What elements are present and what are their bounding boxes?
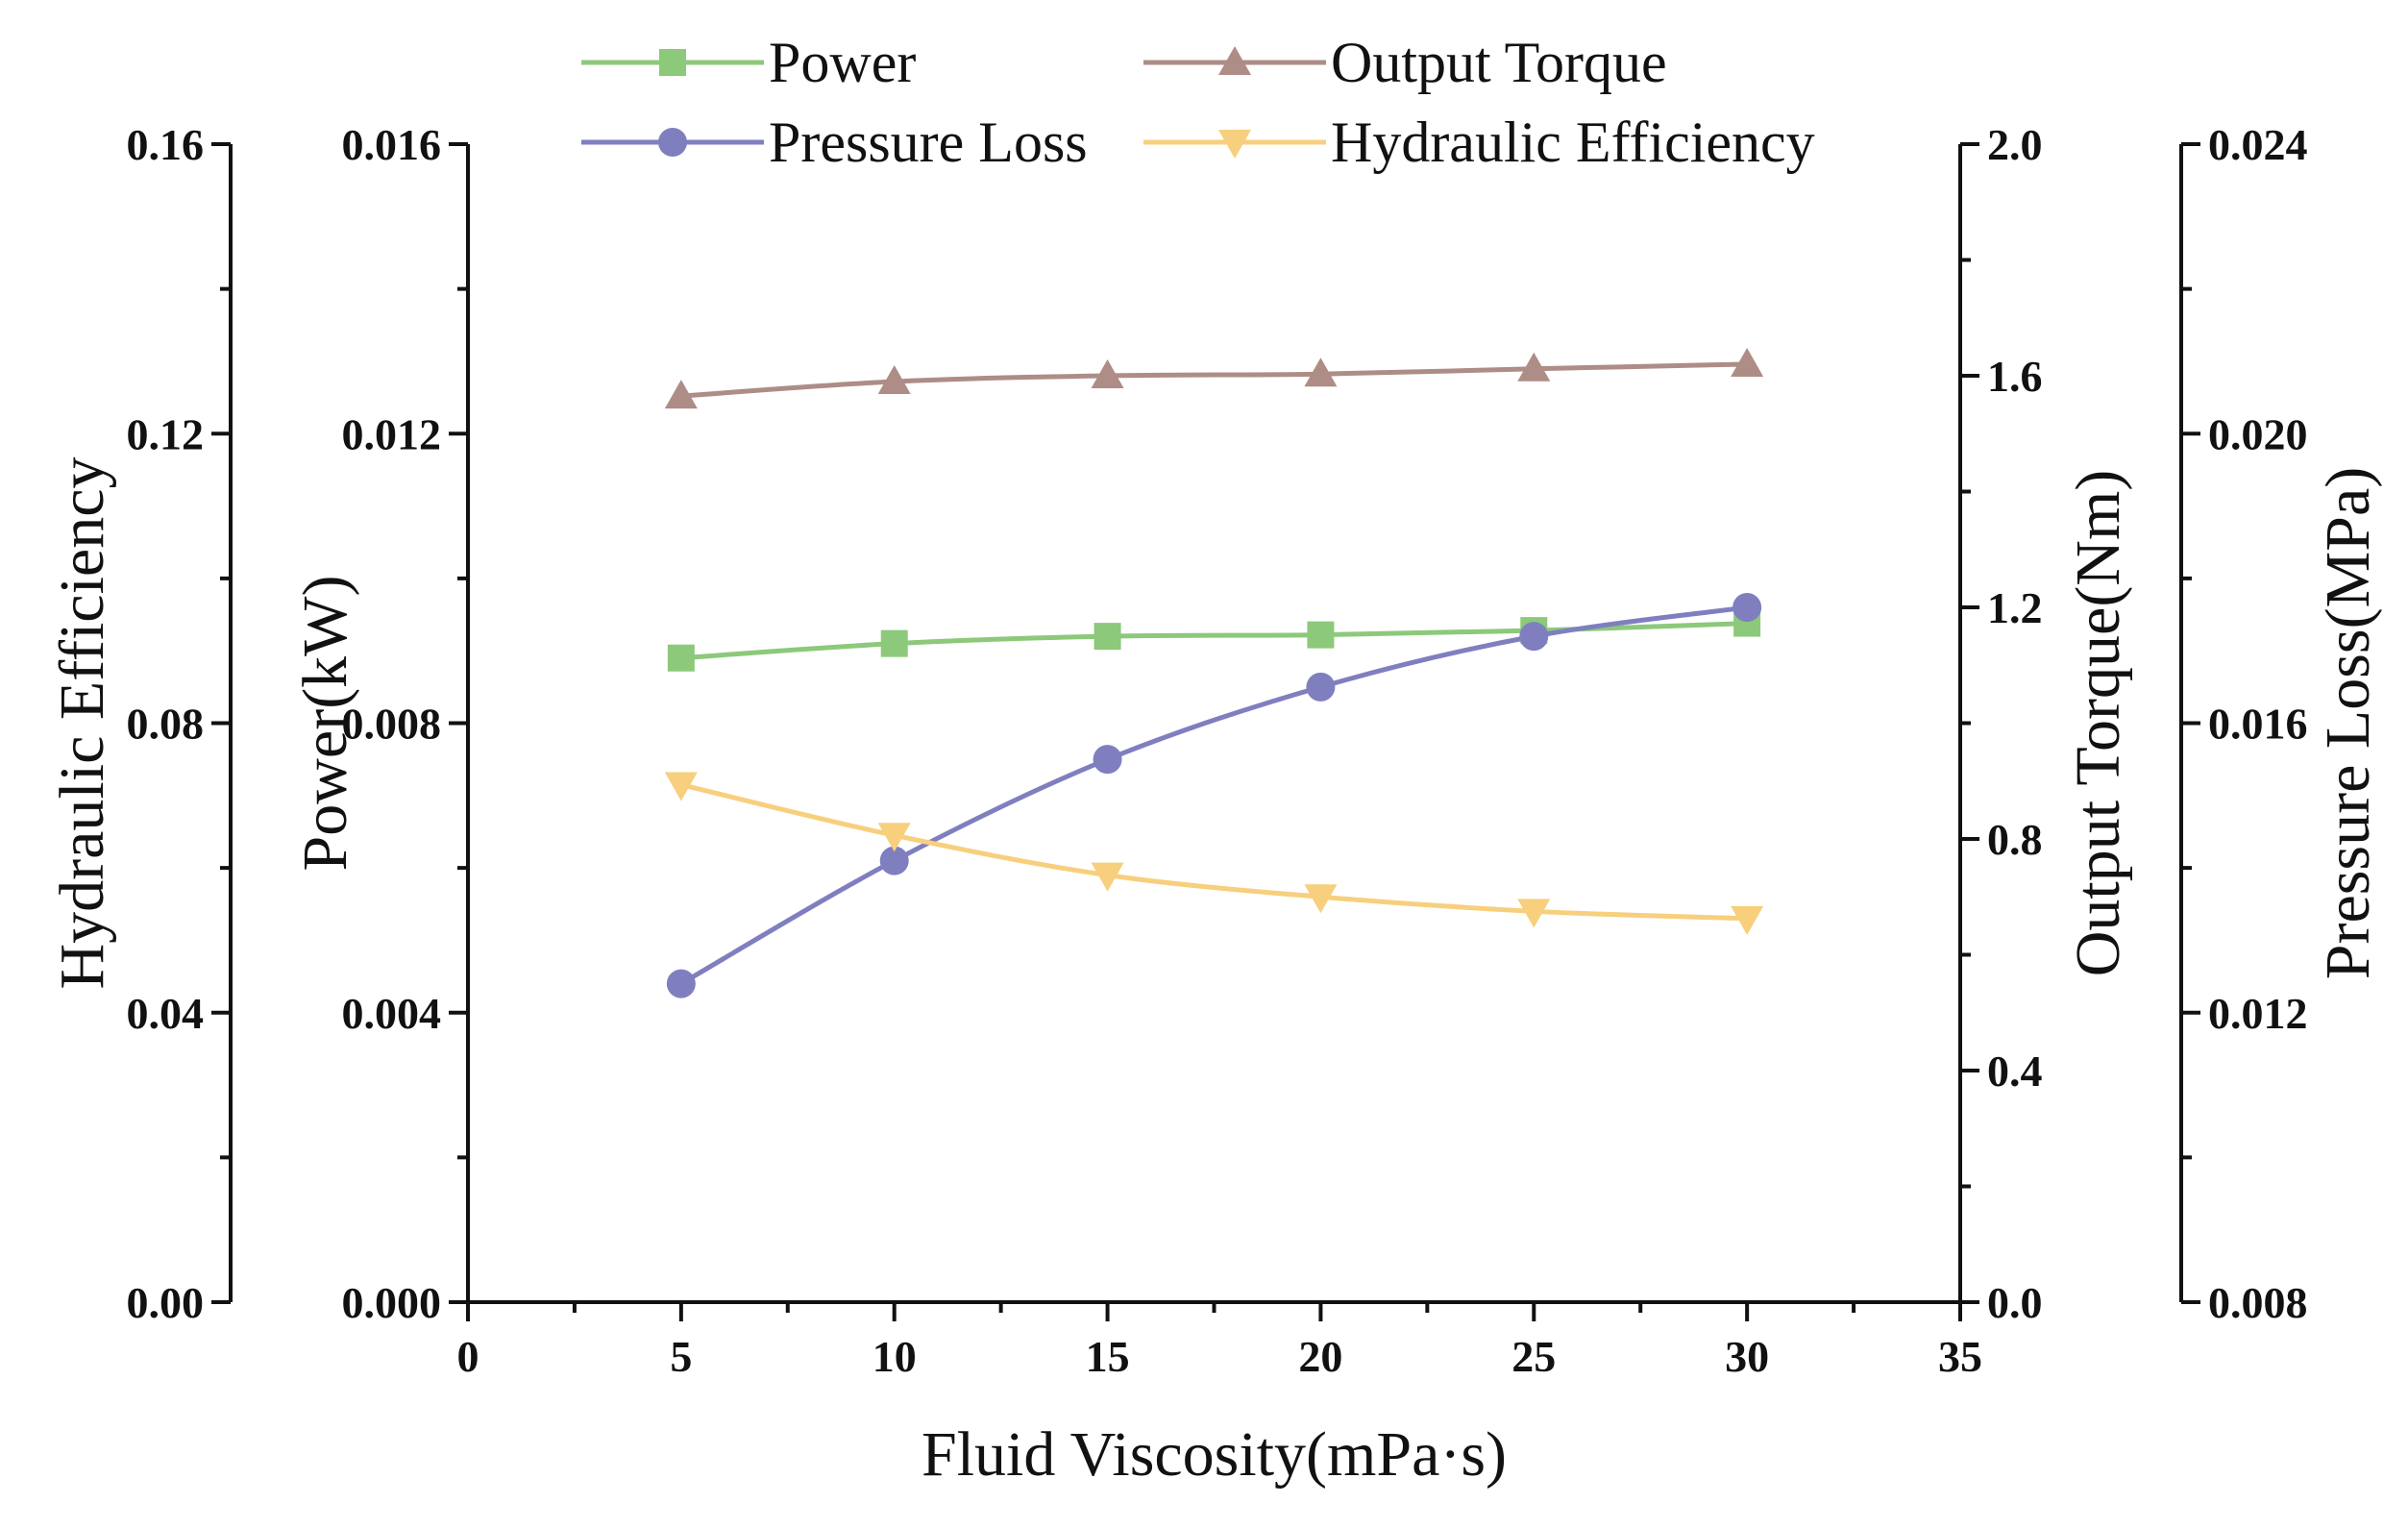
hyd-axis-title: Hydraulic Efficiency [47, 456, 117, 989]
legend-marker [1218, 130, 1251, 159]
x-tick-label: 10 [872, 1332, 917, 1381]
pre-axis-title: Pressure Loss(MPa) [2313, 467, 2383, 979]
hydraulic-efficiency-point [664, 772, 698, 801]
pre-tick-label: 0.020 [2208, 409, 2308, 458]
pow-tick-label: 0.008 [342, 700, 442, 749]
power-point [1307, 621, 1335, 649]
tor-tick-label: 0.8 [1987, 815, 2043, 864]
legend-marker [1218, 46, 1251, 75]
hyd-tick-label: 0.16 [127, 120, 205, 169]
x-tick-label: 15 [1086, 1332, 1130, 1381]
pow-tick-label: 0.012 [342, 409, 442, 458]
x-tick-label: 25 [1511, 1332, 1556, 1381]
output-torque-line [680, 361, 1748, 399]
x-tick-label: 35 [1938, 1332, 1982, 1381]
legend-marker [658, 128, 687, 157]
x-axis-title: Fluid Viscosity(mPa·s) [921, 1419, 1507, 1490]
legend-label: Power [769, 31, 916, 94]
x-tick-label: 5 [670, 1332, 692, 1381]
pre-tick-label: 0.024 [2208, 120, 2308, 169]
hydraulic-efficiency-point [1091, 862, 1124, 892]
pressure-loss-point [1732, 593, 1762, 622]
hydraulic-efficiency-point [1304, 884, 1338, 914]
output-torque-point [877, 365, 911, 395]
legend-label: Hydraulic Efficiency [1331, 111, 1815, 174]
pressure-loss-point [666, 969, 696, 998]
x-tick-label: 20 [1298, 1332, 1342, 1381]
legend-item-pressure-loss: Pressure Loss [581, 111, 1088, 174]
power-point [667, 644, 695, 672]
tor-tick-label: 2.0 [1987, 120, 2043, 169]
pressure-loss-line [679, 604, 1748, 986]
hyd-tick-label: 0.00 [127, 1278, 205, 1327]
pressure-loss-point [879, 846, 909, 875]
pre-tick-label: 0.012 [2208, 989, 2308, 1038]
output-torque-point [1304, 357, 1338, 387]
hyd-tick-label: 0.04 [127, 989, 205, 1038]
series-pressure-loss [666, 593, 1762, 998]
x-tick-label: 0 [457, 1332, 479, 1381]
legend-item-output-torque: Output Torque [1143, 31, 1667, 94]
legend-label: Output Torque [1331, 31, 1667, 94]
hydraulic-efficiency-point [1731, 905, 1764, 935]
hyd-tick-label: 0.08 [127, 700, 205, 749]
pressure-loss-point [1519, 622, 1549, 652]
power-point [880, 629, 908, 657]
output-torque-point [1091, 359, 1124, 388]
output-torque-point [664, 380, 698, 409]
tor-tick-label: 0.0 [1987, 1278, 2043, 1327]
pow-tick-label: 0.000 [342, 1278, 442, 1327]
pow-tick-label: 0.016 [342, 120, 442, 169]
pow-axis-title: Power(kW) [290, 576, 360, 872]
series-output-torque [664, 347, 1764, 409]
pow-tick-label: 0.004 [342, 989, 442, 1038]
legend-layer: Power Output Torque Pressure Loss Hydraulic… [581, 31, 1815, 174]
pre-tick-label: 0.008 [2208, 1278, 2308, 1327]
tor-tick-label: 1.2 [1987, 583, 2043, 632]
tor-tick-label: 0.4 [1987, 1047, 2043, 1096]
output-torque-point [1731, 347, 1764, 377]
hyd-tick-label: 0.12 [127, 409, 205, 458]
legend-marker [659, 49, 686, 76]
hydraulic-efficiency-line [680, 782, 1748, 922]
hydraulic-efficiency-point [1517, 899, 1551, 928]
pressure-loss-point [1093, 745, 1122, 775]
series-hydraulic-efficiency [664, 772, 1764, 935]
legend-label: Pressure Loss [769, 111, 1088, 174]
hydraulic-efficiency-point [877, 823, 911, 852]
series-layer [664, 347, 1764, 998]
output-torque-point [1517, 352, 1551, 382]
pre-tick-label: 0.016 [2208, 700, 2308, 749]
pressure-loss-point [1306, 672, 1336, 702]
legend-item-hydraulic-efficiency: Hydraulic Efficiency [1143, 111, 1815, 174]
power-point [1093, 623, 1121, 651]
x-tick-label: 30 [1725, 1332, 1769, 1381]
legend-item-power: Power [581, 31, 916, 94]
tor-axis-title: Output Torque(Nm) [2063, 470, 2133, 977]
tor-tick-label: 1.6 [1987, 352, 2043, 401]
series-power [667, 609, 1761, 672]
